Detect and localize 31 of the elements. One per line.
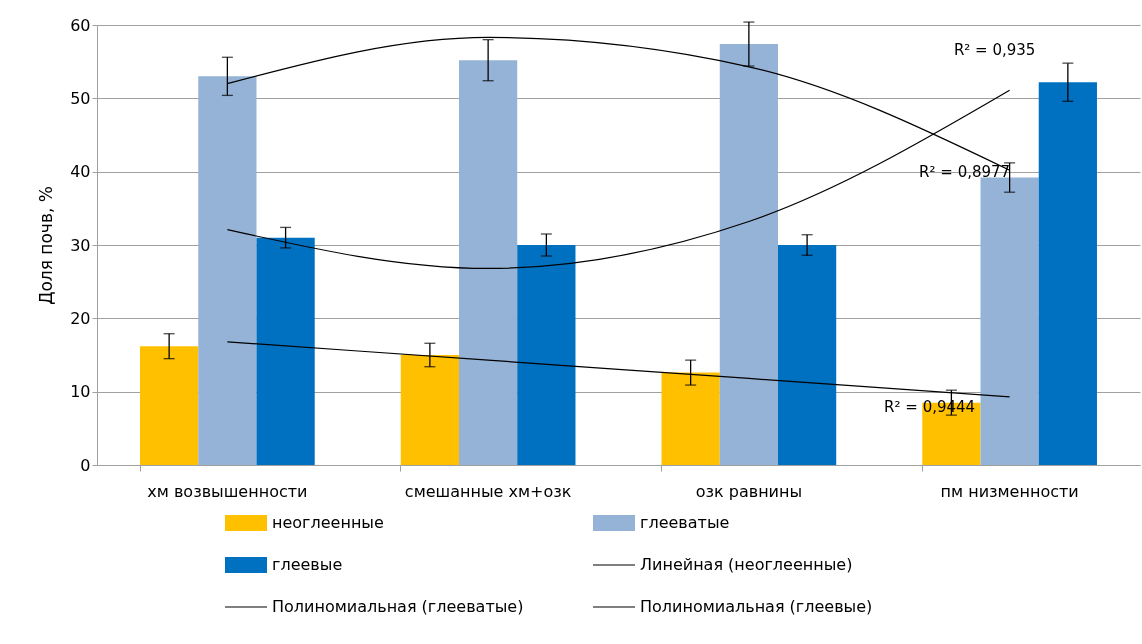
bar	[719, 44, 778, 465]
bar	[140, 346, 199, 465]
annotation: R² = 0,935	[953, 41, 1036, 60]
x-tick-label: пм низменности	[940, 481, 1079, 501]
y-tick-label: 30	[70, 235, 91, 255]
y-tick-label: 50	[70, 88, 91, 108]
y-tick-label: 10	[70, 382, 91, 402]
bar	[459, 60, 518, 465]
annotation: R² = 0,8977	[919, 162, 1011, 181]
y-tick-label: 0	[80, 455, 91, 475]
bar	[517, 245, 576, 465]
x-tick-label: хм возвышенности	[147, 481, 308, 501]
bar	[661, 372, 720, 465]
bar	[980, 177, 1039, 465]
legend-label: глееватые	[640, 513, 730, 532]
y-tick-label: 40	[70, 162, 91, 182]
legend-label: Полиномиальная (глеевые)	[640, 597, 873, 616]
legend-label: глеевые	[272, 555, 343, 574]
y-tick-label: 20	[70, 308, 91, 328]
legend-label: неоглеенные	[272, 513, 384, 532]
x-tick-label: смешанные хм+озк	[404, 481, 572, 501]
bar	[777, 245, 837, 465]
y-axis-title: Доля почв, %	[36, 186, 57, 305]
bar	[256, 237, 315, 465]
bar	[198, 76, 257, 465]
bar	[400, 355, 460, 465]
bar	[1038, 82, 1097, 465]
legend-label: Полиномиальная (глееватые)	[272, 597, 524, 616]
legend-label: Линейная (неоглеенные)	[640, 555, 853, 574]
x-tick-label: озк равнины	[695, 481, 803, 501]
y-tick-label: 60	[70, 15, 91, 35]
